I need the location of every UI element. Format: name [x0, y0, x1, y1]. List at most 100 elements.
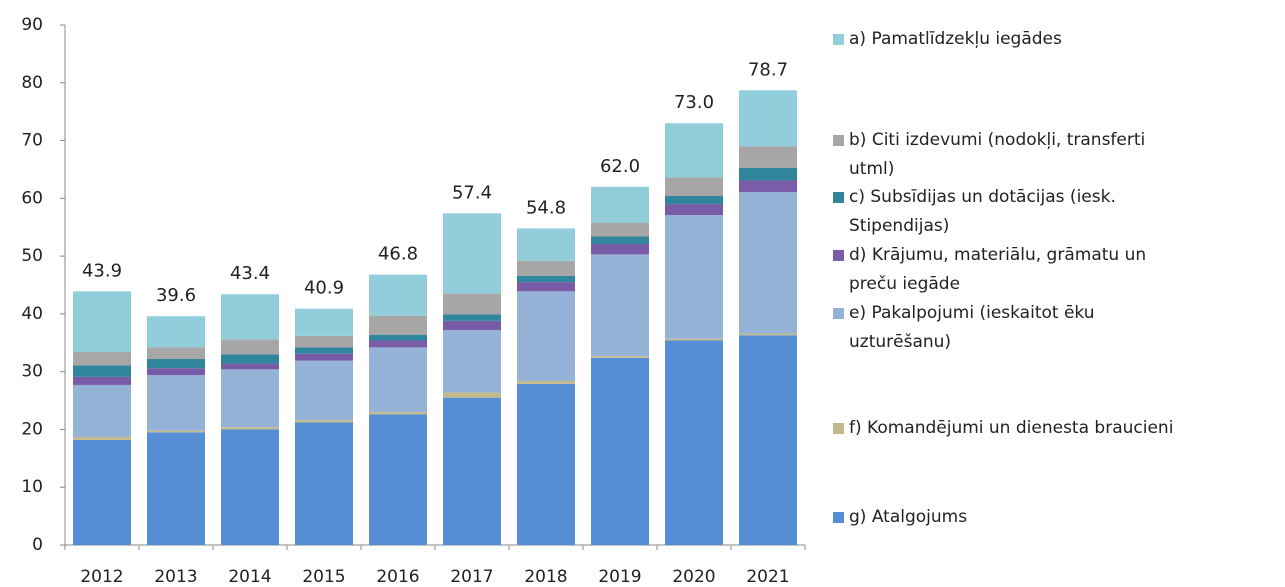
bar-segment — [73, 365, 131, 377]
legend-entry: d) Krājumu, materiālu, grāmatu un preču … — [833, 241, 1149, 299]
bar-segment — [295, 335, 353, 348]
bar-segment — [739, 180, 797, 192]
legend-entry: g) Atalgojums — [833, 503, 1285, 532]
legend-label: f) Komandējumi un dienesta braucieni — [849, 418, 1174, 438]
bar-segment — [739, 146, 797, 168]
bar-segment — [221, 429, 279, 545]
bar-segment — [221, 339, 279, 355]
bar-segment — [221, 369, 279, 428]
bar-segment — [73, 384, 131, 437]
bar-segment — [73, 291, 131, 353]
bar-segment — [665, 196, 723, 205]
bar-segment — [147, 358, 205, 369]
legend-entry: e) Pakalpojumi (ieskaitot ēku uzturēšanu… — [833, 299, 1149, 357]
total-label: 54.8 — [526, 197, 566, 218]
bar-segment — [591, 356, 649, 358]
bar-segment — [221, 354, 279, 364]
bar-segment — [369, 412, 427, 415]
bar-segment — [443, 293, 501, 315]
bar-segment — [517, 228, 575, 261]
y-tick-label: 50 — [21, 246, 43, 266]
legend-label: a) Pamatlīdzekļu iegādes — [849, 29, 1062, 49]
bar-segment — [739, 333, 797, 336]
bar-segment — [517, 282, 575, 292]
y-tick-label: 90 — [21, 15, 43, 35]
bar-segment — [295, 353, 353, 361]
y-tick-label: 20 — [21, 419, 43, 439]
bar-segment — [147, 316, 205, 348]
x-tick-label: 2012 — [80, 567, 123, 587]
x-tick-label: 2019 — [598, 567, 641, 587]
bar-segment — [443, 392, 501, 398]
bar-segment — [147, 430, 205, 433]
bar-segment — [517, 291, 575, 381]
y-tick-label: 80 — [21, 73, 43, 93]
bar-segment — [591, 222, 649, 237]
x-tick-label: 2021 — [746, 567, 789, 587]
y-tick-label: 30 — [21, 362, 43, 382]
bar-segment — [591, 236, 649, 244]
bar-segment — [147, 347, 205, 359]
bar-segment — [443, 330, 501, 393]
y-tick-label: 40 — [21, 304, 43, 324]
total-label: 57.4 — [452, 182, 492, 203]
bar-segment — [369, 315, 427, 335]
y-tick-label: 60 — [21, 188, 43, 208]
x-tick-label: 2014 — [228, 567, 271, 587]
bar-segment — [295, 420, 353, 423]
bar-segment — [739, 90, 797, 147]
bar-segment — [295, 360, 353, 421]
x-tick-label: 2013 — [154, 567, 197, 587]
bar-segment — [73, 376, 131, 385]
bar-segment — [517, 275, 575, 283]
legend-swatch — [833, 135, 844, 146]
total-label: 40.9 — [304, 278, 344, 299]
bar-segment — [73, 436, 131, 440]
legend-swatch — [833, 192, 844, 203]
bar-segment — [147, 375, 205, 431]
bar-segment — [591, 186, 649, 223]
bar-segment — [369, 347, 427, 413]
bar-segment — [369, 274, 427, 316]
x-tick-label: 2016 — [376, 567, 419, 587]
bar-segment — [739, 191, 797, 334]
legend-swatch — [833, 34, 844, 45]
bar-segment — [221, 294, 279, 340]
legend-label: d) Krājumu, materiālu, grāmatu un preču … — [849, 245, 1147, 294]
legend-swatch — [833, 423, 844, 434]
bar-segment — [665, 177, 723, 197]
legend-swatch — [833, 308, 844, 319]
bar-segment — [73, 352, 131, 366]
x-tick-label: 2015 — [302, 567, 345, 587]
bar-segment — [591, 243, 649, 255]
bar-segment — [665, 338, 723, 341]
total-label: 43.9 — [82, 260, 122, 281]
bar-segment — [295, 422, 353, 545]
legend-entry: a) Pamatlīdzekļu iegādes — [833, 25, 1149, 54]
total-label: 73.0 — [674, 92, 714, 113]
legend-entry: b) Citi izdevumi (nodokļi, transferti ut… — [833, 126, 1149, 184]
bar-segment — [221, 427, 279, 430]
bar-segment — [591, 357, 649, 545]
x-tick-label: 2020 — [672, 567, 715, 587]
bar-segment — [443, 397, 501, 545]
total-label: 43.4 — [230, 263, 270, 284]
legend-label: b) Citi izdevumi (nodokļi, transferti ut… — [849, 130, 1146, 179]
bar-segment — [73, 439, 131, 545]
bar-segment — [147, 368, 205, 376]
bar-segment — [443, 320, 501, 331]
legend-label: g) Atalgojums — [849, 507, 968, 527]
bar-segment — [369, 334, 427, 341]
bar-segment — [739, 167, 797, 181]
legend-swatch — [833, 512, 844, 523]
bar-segment — [443, 314, 501, 321]
total-label: 39.6 — [156, 285, 196, 306]
bar-segment — [665, 340, 723, 545]
bar-segment — [517, 380, 575, 384]
bar-segment — [295, 347, 353, 354]
bar-segment — [665, 204, 723, 216]
bar-segment — [665, 215, 723, 339]
bar-segment — [739, 335, 797, 545]
x-tick-label: 2018 — [524, 567, 567, 587]
